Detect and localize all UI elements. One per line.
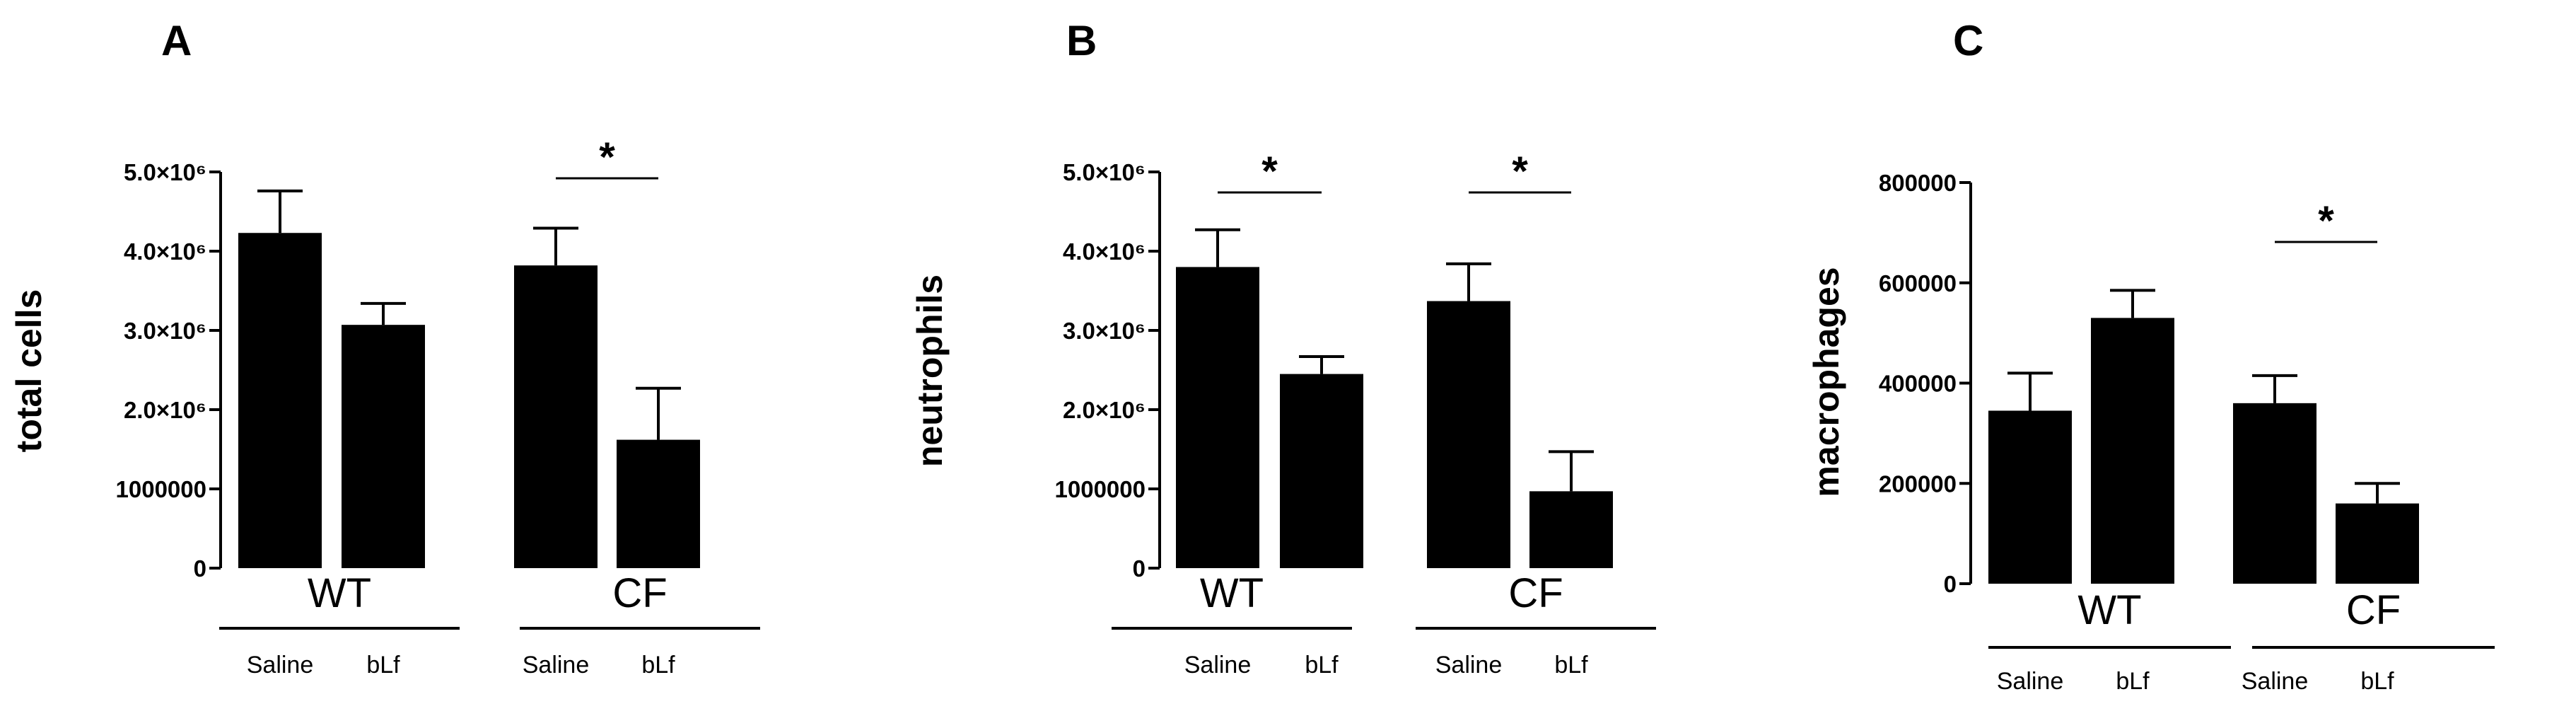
group-label: CF bbox=[612, 570, 667, 616]
condition-label: bLf bbox=[366, 652, 400, 679]
condition-label: Saline bbox=[1435, 652, 1503, 679]
group-label: WT bbox=[308, 570, 371, 616]
y-tick-label: 5.0×10⁶ bbox=[124, 159, 206, 185]
condition-label: Saline bbox=[1997, 668, 2064, 695]
bar bbox=[2336, 503, 2419, 584]
condition-label: bLf bbox=[2360, 668, 2394, 695]
bar bbox=[1280, 374, 1363, 568]
bar bbox=[2233, 403, 2316, 584]
condition-label: bLf bbox=[1305, 652, 1339, 679]
y-tick-label: 0 bbox=[1944, 571, 1957, 597]
y-axis-label: total cells bbox=[9, 289, 49, 453]
group-label: WT bbox=[2077, 587, 2141, 633]
significance-star: * bbox=[1512, 149, 1528, 195]
y-tick-label: 0 bbox=[194, 555, 206, 582]
y-tick-label: 1000000 bbox=[116, 476, 206, 502]
y-tick-label: 2.0×10⁶ bbox=[1063, 397, 1146, 423]
group-label: CF bbox=[2346, 587, 2401, 633]
significance-star: * bbox=[599, 134, 615, 180]
y-axis-label: neutrophils bbox=[910, 275, 950, 467]
condition-label: bLf bbox=[2116, 668, 2150, 695]
group-label: WT bbox=[1200, 570, 1264, 616]
significance-star: * bbox=[1261, 149, 1278, 195]
bar bbox=[514, 265, 598, 568]
bar bbox=[1529, 491, 1613, 568]
y-tick-label: 1000000 bbox=[1055, 476, 1146, 502]
panel-letter: C bbox=[1953, 17, 1983, 64]
y-tick-label: 2.0×10⁶ bbox=[124, 397, 206, 423]
y-tick-label: 5.0×10⁶ bbox=[1063, 159, 1146, 185]
panel-letter: B bbox=[1066, 17, 1097, 64]
y-tick-label: 400000 bbox=[1879, 371, 1957, 397]
y-tick-label: 200000 bbox=[1879, 470, 1957, 497]
panel-letter: A bbox=[161, 17, 192, 64]
y-tick-label: 3.0×10⁶ bbox=[1063, 318, 1146, 344]
bar bbox=[1988, 410, 2072, 584]
significance-star: * bbox=[2318, 198, 2334, 244]
condition-label: bLf bbox=[1554, 652, 1588, 679]
condition-label: Saline bbox=[2242, 668, 2309, 695]
bar bbox=[1427, 301, 1510, 568]
group-label: CF bbox=[1508, 570, 1563, 616]
y-axis-label: macrophages bbox=[1807, 267, 1846, 497]
y-tick-label: 0 bbox=[1133, 555, 1146, 582]
bar bbox=[1176, 267, 1259, 568]
bar bbox=[617, 439, 700, 568]
y-tick-label: 4.0×10⁶ bbox=[1063, 238, 1146, 265]
bar bbox=[2091, 318, 2174, 584]
condition-label: Saline bbox=[1184, 652, 1252, 679]
bar bbox=[238, 233, 322, 568]
y-tick-label: 800000 bbox=[1879, 170, 1957, 196]
bar bbox=[342, 325, 425, 568]
condition-label: bLf bbox=[641, 652, 675, 679]
y-tick-label: 4.0×10⁶ bbox=[124, 238, 206, 265]
y-tick-label: 600000 bbox=[1879, 270, 1957, 296]
condition-label: Saline bbox=[247, 652, 314, 679]
y-tick-label: 3.0×10⁶ bbox=[124, 318, 206, 344]
condition-label: Saline bbox=[523, 652, 590, 679]
